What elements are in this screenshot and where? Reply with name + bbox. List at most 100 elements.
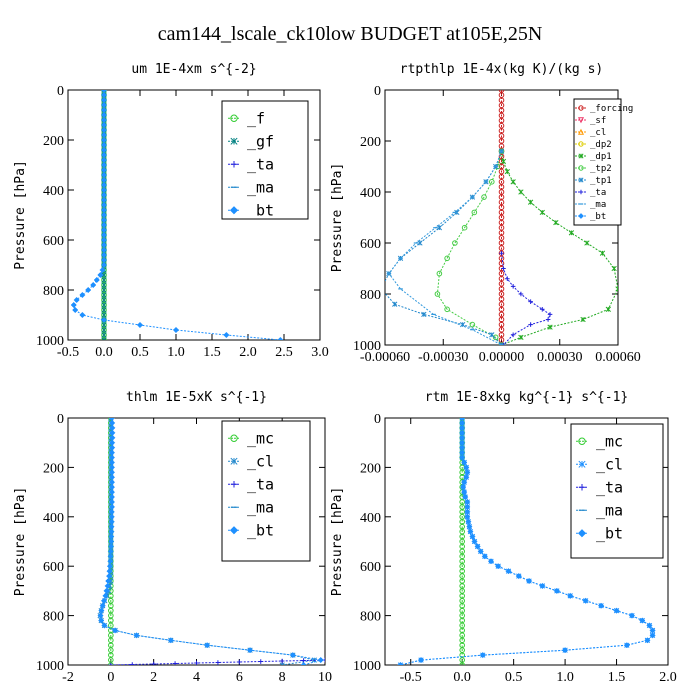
legend-label-bt: _bt (596, 525, 623, 543)
data-point-dp1 (580, 316, 586, 323)
data-point-dp1 (615, 286, 618, 292)
x-tick-label: 8 (279, 670, 286, 685)
data-point-bt (462, 493, 469, 501)
data-point-bt (397, 661, 404, 665)
data-point-forcing (498, 117, 505, 124)
data-point-tp1 (392, 301, 398, 307)
panel-title: thlm 1E-5xK s^{-1} (126, 390, 267, 405)
panel-3: thlm 1E-5xK s^{-1} Pressure [hPa] 0 200 400 6… (13, 390, 332, 685)
plot-data (397, 418, 656, 665)
x-tick-label: 0 (107, 670, 114, 685)
x-tick-label: 0.00000 (479, 350, 525, 365)
legend-label-tp1: _tp1 (590, 176, 612, 186)
data-point-ta (539, 307, 545, 312)
panel-title: rtpthlp 1E-4x(kg K)/(kg s) (400, 62, 604, 77)
legend-marker-bt (229, 206, 239, 215)
y-tick-label: 600 (43, 560, 64, 575)
data-point-bt (167, 637, 174, 644)
x-tick-label: 0.00030 (537, 350, 583, 365)
data-point-gf (101, 272, 107, 278)
y-tick-label: 0 (374, 412, 381, 427)
data-point-ta (501, 266, 506, 271)
legend-label-dp2: _dp2 (590, 140, 612, 150)
data-point-forcing (498, 133, 505, 139)
data-point-bt (463, 474, 470, 481)
data-point-tp1 (489, 332, 495, 338)
data-point-ta (547, 312, 553, 317)
data-point-forcing (498, 173, 505, 180)
data-point-bt (464, 513, 471, 520)
figure-title: cam144_lscale_ck10low BUDGET at105E,25N (158, 23, 543, 45)
data-point-bt (644, 637, 651, 644)
data-point-bt (102, 592, 109, 599)
data-point-bt (133, 632, 140, 639)
legend-marker-ta (230, 161, 238, 168)
legend-label-ma: _ma (596, 502, 623, 520)
data-point-bt (104, 582, 111, 590)
data-point-bt (79, 311, 86, 319)
data-point-forcing (498, 189, 505, 195)
legend-label-bt: _bt (590, 212, 606, 222)
data-point-tp2 (444, 255, 450, 262)
x-tick-label: 0.0 (453, 670, 471, 685)
data-point-bt (100, 597, 108, 604)
legend-marker-ta (578, 484, 586, 491)
legend-marker-sf (577, 117, 585, 124)
y-tick-label: 600 (43, 234, 64, 249)
plot-frame (67, 89, 321, 341)
data-point-ta (215, 660, 221, 665)
data-point-bt (525, 577, 533, 585)
panel-title: um 1E-4xm s^{-2} (131, 62, 256, 77)
data-point-tp1 (436, 225, 443, 231)
data-point-gf (101, 302, 107, 308)
data-point-bt (93, 276, 100, 284)
legend-box (221, 420, 311, 562)
data-point-bt (628, 612, 636, 619)
x-tick-label: -0.00030 (418, 350, 468, 365)
data-point-bt (98, 617, 105, 624)
data-point-bt (539, 582, 546, 590)
x-tick-label: 2.0 (239, 345, 257, 360)
y-tick-label: 400 (43, 511, 64, 526)
data-point-gf (101, 297, 107, 303)
legend-label-sf: _sf (590, 116, 606, 126)
data-point-bt (477, 548, 484, 555)
data-point-tp2 (444, 306, 450, 313)
data-point-gf (101, 287, 107, 293)
data-point-bt (613, 607, 620, 614)
plot-data (97, 418, 325, 665)
legend-label-cl: _cl (247, 453, 274, 471)
y-axis-label: Pressure [hPa] (13, 160, 28, 270)
data-point-forcing (498, 97, 505, 103)
y-tick-label: 800 (360, 288, 381, 303)
x-tick-label: 0.5 (131, 345, 149, 360)
data-point-bt (469, 533, 476, 540)
data-point-ta (528, 322, 533, 327)
data-point-bt (99, 266, 106, 274)
data-point-tp2 (452, 240, 458, 246)
legend-label-mc: _mc (247, 430, 274, 448)
y-tick-label: 0 (374, 84, 381, 99)
data-point-bt (463, 464, 470, 471)
data-point-forcing (498, 184, 505, 190)
data-point-tp1 (460, 321, 466, 328)
plot-frame (384, 417, 669, 666)
legend-label-bt: _bt (247, 202, 274, 220)
legend: _forcing _sf _cl _dp2 _dp1 _tp2 _tp1 _ta _ma _bt (573, 98, 633, 226)
x-tick-label: -0.00060 (360, 350, 410, 365)
data-point-bt (465, 518, 472, 525)
data-point-bt (136, 321, 144, 329)
data-point-bt (639, 617, 646, 624)
data-point-ta (108, 662, 114, 665)
data-point-bt (646, 622, 653, 629)
data-point-dp1 (553, 219, 559, 226)
data-point-dp1 (510, 179, 516, 185)
data-point-bt (467, 528, 474, 535)
series-line-bt (73, 90, 281, 340)
data-point-ta (510, 284, 516, 289)
data-point-ta (151, 661, 156, 665)
x-tick-label: 2.0 (659, 670, 677, 685)
data-point-dp1 (518, 189, 524, 195)
x-tick-label: 0.5 (505, 670, 523, 685)
